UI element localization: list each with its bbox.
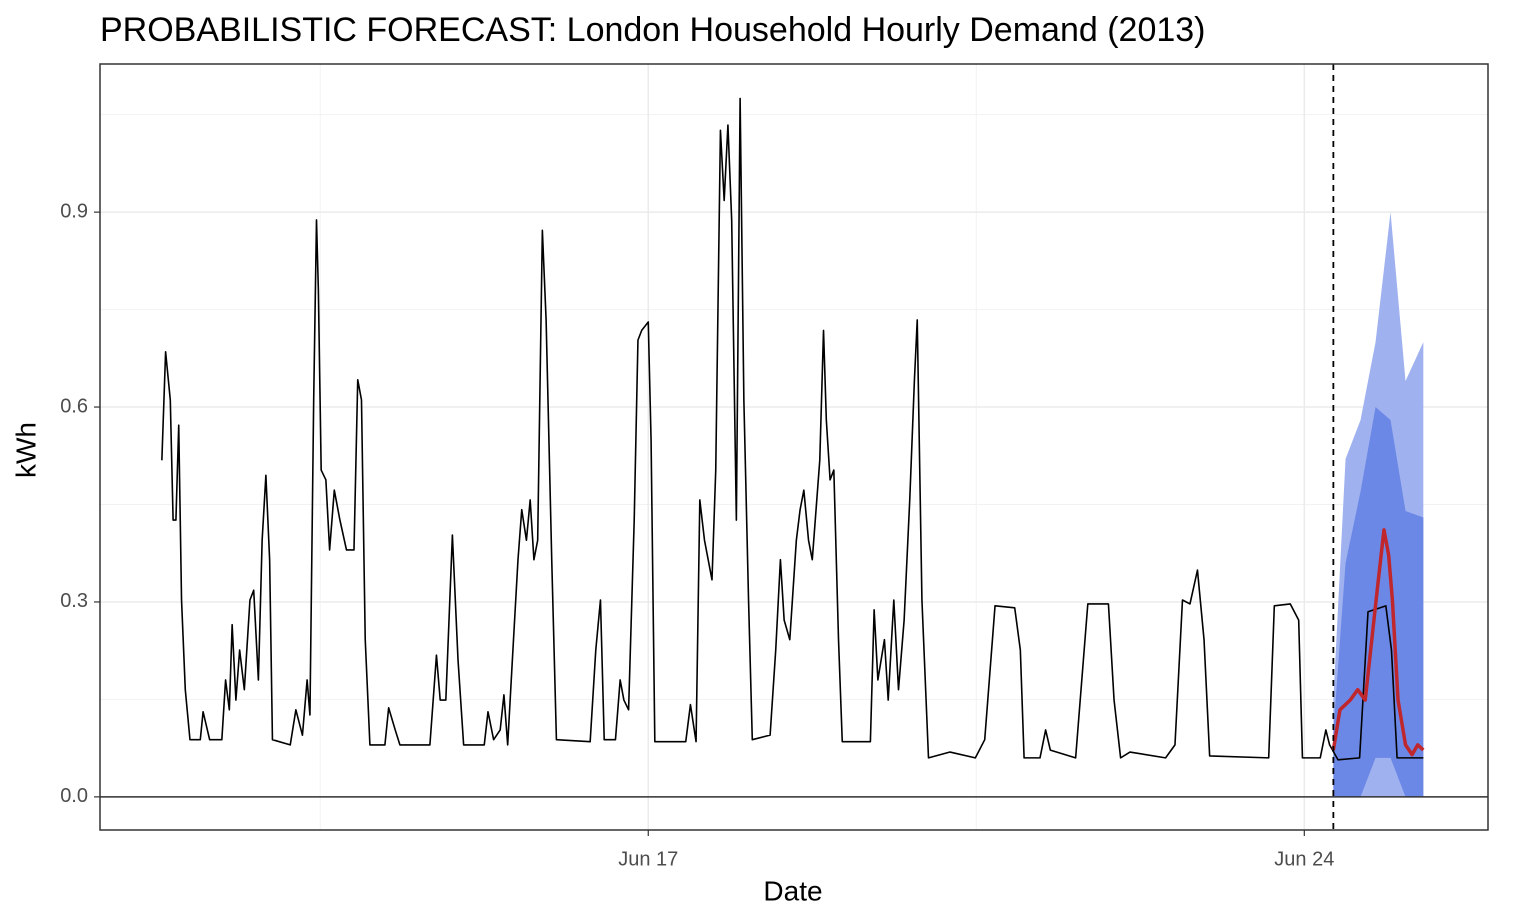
y-tick-label: 0.9: [60, 200, 88, 222]
chart-title: PROBABILISTIC FORECAST: London Household…: [100, 11, 1206, 49]
forecast-band: [1333, 407, 1424, 797]
y-axis-label: kWh: [10, 422, 41, 478]
x-tick-label: Jun 17: [618, 848, 678, 870]
line: [1331, 528, 1425, 757]
y-tick-label: 0.0: [60, 785, 88, 807]
x-tick-label: Jun 24: [1274, 848, 1334, 870]
plot-border: [99, 63, 1489, 831]
line: [161, 97, 1424, 761]
y-tick-label: 0.6: [60, 395, 88, 417]
x-axis-label: Date: [763, 875, 822, 906]
y-tick-label: 0.3: [60, 590, 88, 612]
